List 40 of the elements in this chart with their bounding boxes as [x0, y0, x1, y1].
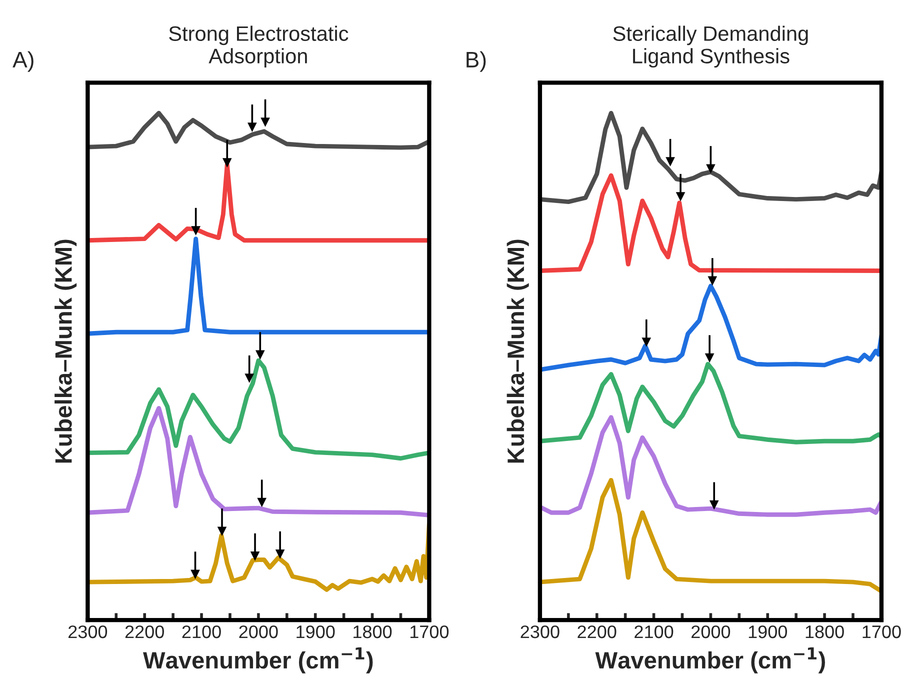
- point: [248, 122, 257, 132]
- point: [191, 226, 200, 236]
- x-tick-label: 2200: [578, 625, 616, 638]
- point: [222, 158, 232, 168]
- x-tick-label: 2100: [182, 625, 221, 638]
- point: [255, 350, 265, 360]
- point: [676, 192, 686, 202]
- point: [250, 552, 260, 561]
- point: [217, 526, 227, 536]
- x-tick-label: 2300: [520, 625, 560, 638]
- point: [275, 550, 285, 559]
- point: [642, 338, 652, 347]
- y-axis-title: Kubelka–Munk (KM): [54, 240, 77, 463]
- point: [706, 164, 716, 174]
- point: [257, 498, 267, 508]
- x-tick-label: 1700: [410, 625, 449, 638]
- x-tick-label: 2300: [68, 625, 108, 638]
- text: B): [466, 51, 486, 72]
- chart-title: Strong Electrostatic Adsorption: [169, 26, 348, 68]
- chart-title: Sterically Demanding Ligand Synthesis: [613, 26, 808, 68]
- x-tick-label: 1900: [296, 625, 335, 638]
- x-tick-label: 2200: [125, 625, 164, 638]
- point: [244, 374, 254, 383]
- x-tick-label: 2000: [692, 625, 730, 638]
- point: [709, 500, 719, 510]
- x-axis-title: Wavenumber (cm$^{−1}$): [143, 647, 373, 674]
- x-tick-label: 2100: [634, 625, 674, 638]
- y-axis-title: Kubelka–Munk (KM): [506, 240, 529, 463]
- x-axis-title: Wavenumber (cm$^{−1}$): [595, 647, 825, 674]
- point: [260, 118, 270, 127]
- x-tick-label: 1900: [748, 625, 788, 638]
- point: [190, 570, 200, 580]
- point: [666, 157, 675, 166]
- x-tick-label: 1700: [862, 625, 901, 638]
- text: A): [12, 51, 34, 72]
- point: [704, 353, 714, 363]
- point: [708, 276, 718, 286]
- x-tick-label: 1800: [806, 625, 844, 638]
- x-tick-label: 1800: [354, 625, 392, 638]
- x-tick-label: 2000: [239, 625, 278, 638]
